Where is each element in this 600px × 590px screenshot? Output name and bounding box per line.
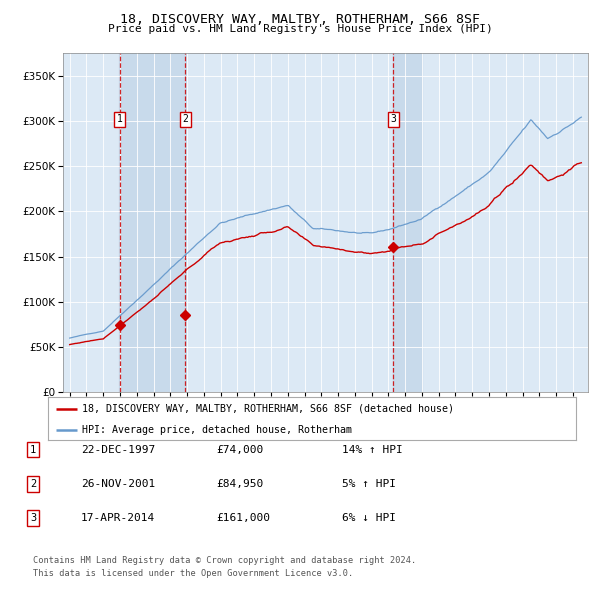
Text: 1: 1	[30, 445, 36, 454]
Bar	[392, 53, 422, 392]
Text: 1: 1	[116, 114, 122, 124]
Bar	[119, 53, 186, 392]
Text: 2: 2	[30, 479, 36, 489]
Text: £84,950: £84,950	[216, 479, 263, 489]
Text: 14% ↑ HPI: 14% ↑ HPI	[342, 445, 403, 454]
Text: 17-APR-2014: 17-APR-2014	[81, 513, 155, 523]
Text: 6% ↓ HPI: 6% ↓ HPI	[342, 513, 396, 523]
Text: 18, DISCOVERY WAY, MALTBY, ROTHERHAM, S66 8SF: 18, DISCOVERY WAY, MALTBY, ROTHERHAM, S6…	[120, 13, 480, 26]
Text: 3: 3	[30, 513, 36, 523]
Text: 26-NOV-2001: 26-NOV-2001	[81, 479, 155, 489]
Text: HPI: Average price, detached house, Rotherham: HPI: Average price, detached house, Roth…	[82, 425, 352, 435]
Text: £74,000: £74,000	[216, 445, 263, 454]
Text: 22-DEC-1997: 22-DEC-1997	[81, 445, 155, 454]
Text: This data is licensed under the Open Government Licence v3.0.: This data is licensed under the Open Gov…	[33, 569, 353, 578]
Text: 5% ↑ HPI: 5% ↑ HPI	[342, 479, 396, 489]
Text: £161,000: £161,000	[216, 513, 270, 523]
Text: Price paid vs. HM Land Registry's House Price Index (HPI): Price paid vs. HM Land Registry's House …	[107, 24, 493, 34]
Text: Contains HM Land Registry data © Crown copyright and database right 2024.: Contains HM Land Registry data © Crown c…	[33, 556, 416, 565]
Text: 2: 2	[182, 114, 188, 124]
Text: 18, DISCOVERY WAY, MALTBY, ROTHERHAM, S66 8SF (detached house): 18, DISCOVERY WAY, MALTBY, ROTHERHAM, S6…	[82, 404, 454, 414]
Text: 3: 3	[391, 114, 397, 124]
